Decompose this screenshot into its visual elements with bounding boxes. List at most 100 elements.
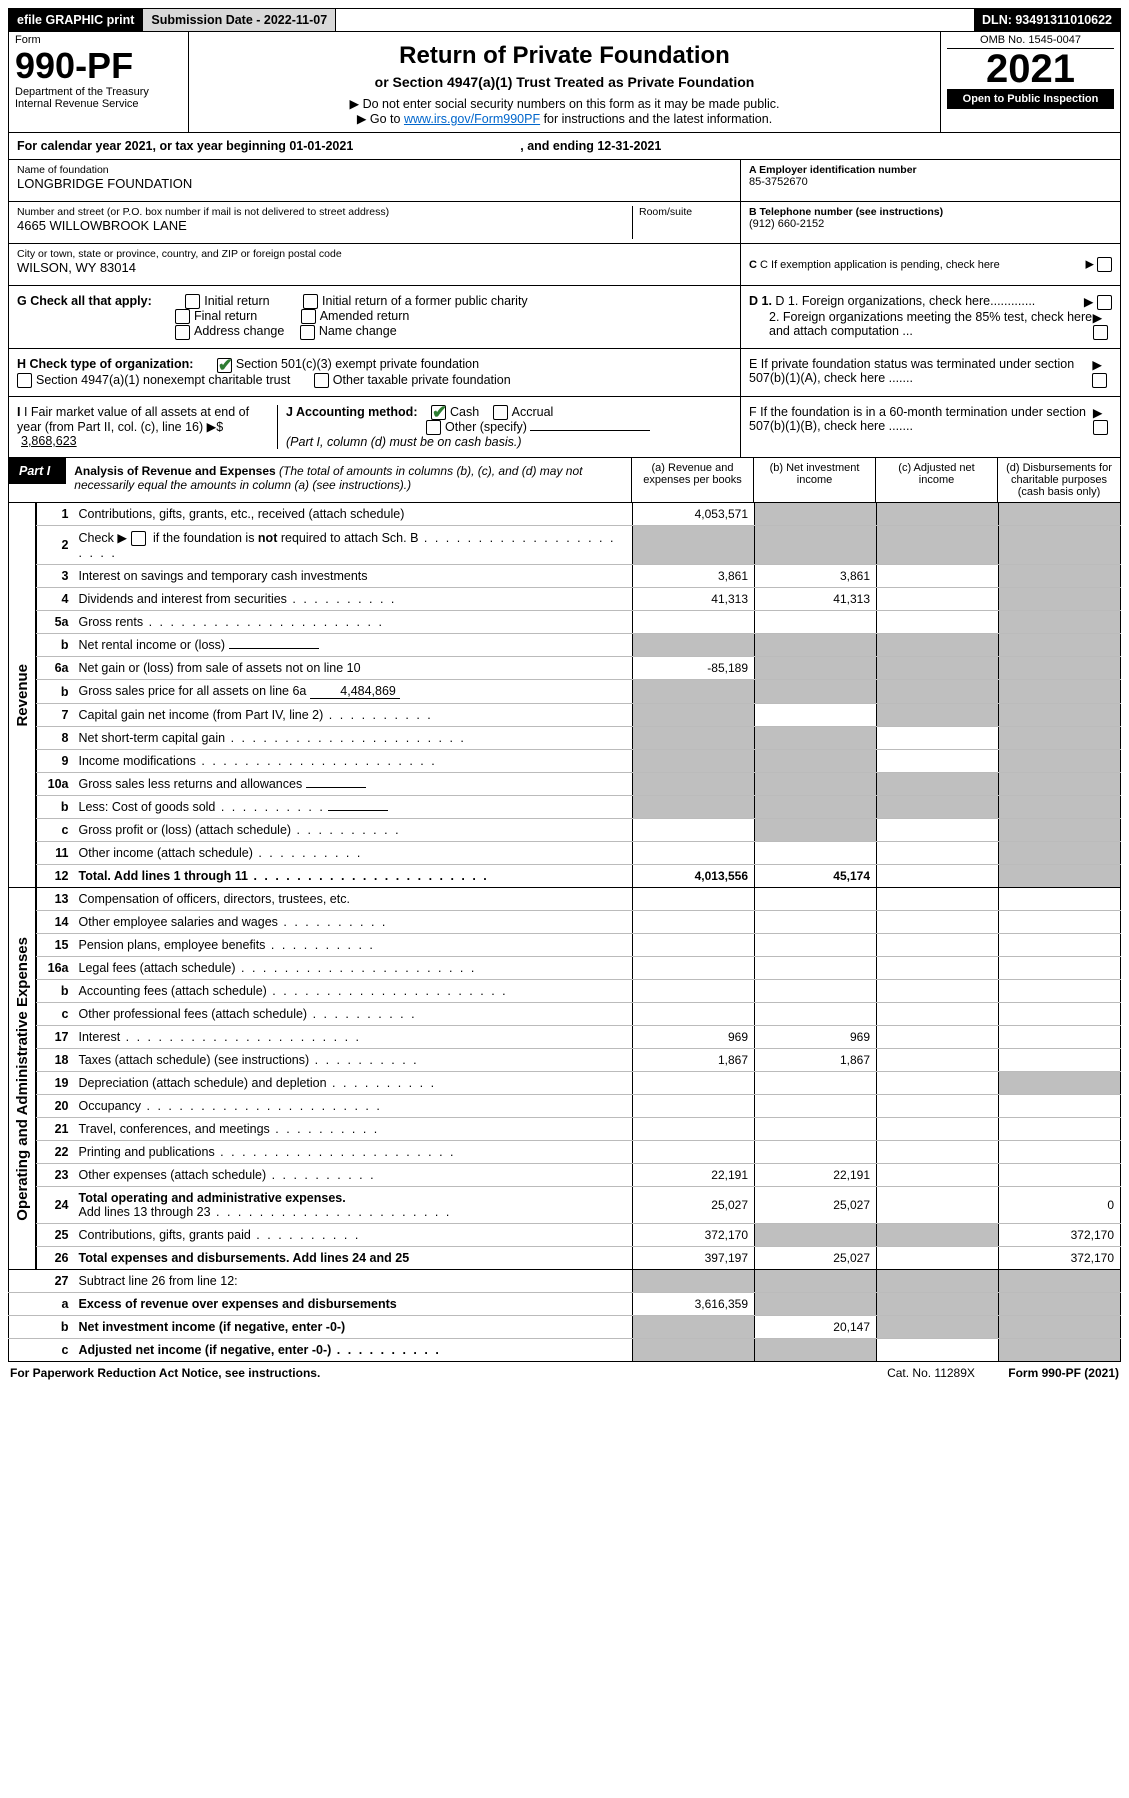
cb-address-change[interactable] xyxy=(175,325,190,340)
line-4: 4Dividends and interest from securities4… xyxy=(37,588,1121,611)
i-label: I Fair market value of all assets at end… xyxy=(17,405,249,434)
l10b-d: Less: Cost of goods sold xyxy=(79,800,325,814)
cb-final-return[interactable] xyxy=(175,309,190,324)
cb-accrual[interactable] xyxy=(493,405,508,420)
l25-d: Contributions, gifts, grants paid xyxy=(79,1228,361,1242)
d1-checkbox[interactable] xyxy=(1097,295,1112,310)
tax-year: 2021 xyxy=(947,49,1114,89)
part1-title-text: Analysis of Revenue and Expenses xyxy=(74,464,275,478)
omb-no: 1545-0047 xyxy=(1028,34,1081,46)
fmv-value: 3,868,623 xyxy=(17,434,81,448)
j-note: (Part I, column (d) must be on cash basi… xyxy=(286,435,522,449)
dept-line1: Department of the Treasury xyxy=(15,86,182,98)
subdate-label: Submission Date - xyxy=(151,13,264,27)
city-cell: City or town, state or province, country… xyxy=(9,244,740,286)
instr-line2: ▶ Go to www.irs.gov/Form990PF for instru… xyxy=(195,111,934,126)
expenses-sidelabel: Operating and Administrative Expenses xyxy=(8,888,36,1270)
e-block: E If private foundation status was termi… xyxy=(740,349,1120,395)
part1-header: Part I Analysis of Revenue and Expenses … xyxy=(8,458,1121,503)
name-cell: Name of foundation LONGBRIDGE FOUNDATION xyxy=(9,160,740,202)
line-5a: 5aGross rents xyxy=(37,611,1121,634)
cb-initial-return[interactable] xyxy=(185,294,200,309)
l24-d2: Add lines 13 through 23 xyxy=(79,1205,452,1219)
cb-501c3[interactable] xyxy=(217,358,232,373)
cal-pre: For calendar year 2021, or tax year begi… xyxy=(17,139,289,153)
tel-value: (912) 660-2152 xyxy=(749,218,1112,230)
irs-link[interactable]: www.irs.gov/Form990PF xyxy=(404,112,540,126)
form-title: Return of Private Foundation xyxy=(195,42,934,70)
ein-value: 85-3752670 xyxy=(749,176,1112,188)
h-block: H Check type of organization: Section 50… xyxy=(9,349,740,395)
form-header: Form 990-PF Department of the Treasury I… xyxy=(8,32,1121,133)
cal-begin: 01-01-2021 xyxy=(289,139,353,153)
l27b-d: Net investment income (if negative, ente… xyxy=(79,1320,346,1334)
i-block: I I Fair market value of all assets at e… xyxy=(17,405,277,449)
c-checkbox[interactable] xyxy=(1097,257,1112,272)
line-2: 2Check ▶ if the foundation is not requir… xyxy=(37,526,1121,565)
topbar: efile GRAPHIC print Submission Date - 20… xyxy=(8,8,1121,32)
line-27: 27Subtract line 26 from line 12: xyxy=(9,1270,1121,1293)
f-checkbox[interactable] xyxy=(1093,420,1108,435)
cb-other-taxable[interactable] xyxy=(314,373,329,388)
g1-label: Initial return xyxy=(204,294,269,308)
instr2-post: for instructions and the latest informat… xyxy=(540,112,772,126)
cb-other-method[interactable] xyxy=(426,420,441,435)
tel-label: B Telephone number (see instructions) xyxy=(749,206,1112,218)
g-block: G Check all that apply: Initial return I… xyxy=(9,286,740,348)
line-14: 14Other employee salaries and wages xyxy=(37,911,1121,934)
page-footer: For Paperwork Reduction Act Notice, see … xyxy=(8,1362,1121,1384)
line-18: 18Taxes (attach schedule) (see instructi… xyxy=(37,1049,1121,1072)
l12-d: Total. Add lines 1 through 11 xyxy=(79,869,489,883)
city-value: WILSON, WY 83014 xyxy=(17,260,732,275)
cb-4947a1[interactable] xyxy=(17,373,32,388)
l10c-d: Gross profit or (loss) (attach schedule) xyxy=(79,823,401,837)
l16c-d: Other professional fees (attach schedule… xyxy=(79,1007,417,1021)
l15-d: Pension plans, employee benefits xyxy=(79,938,375,952)
d2-label: 2. Foreign organizations meeting the 85%… xyxy=(769,310,1093,340)
l14-d: Other employee salaries and wages xyxy=(79,915,388,929)
cb-name-change[interactable] xyxy=(300,325,315,340)
l6b-d: Gross sales price for all assets on line… xyxy=(79,684,307,698)
line-3: 3Interest on savings and temporary cash … xyxy=(37,565,1121,588)
ein-label: A Employer identification number xyxy=(749,164,1112,176)
l17-d: Interest xyxy=(79,1030,362,1044)
cb-sch-b[interactable] xyxy=(131,531,146,546)
cal-end: 12-31-2021 xyxy=(597,139,661,153)
d2-checkbox[interactable] xyxy=(1093,325,1108,340)
line-1: 1Contributions, gifts, grants, etc., rec… xyxy=(37,503,1121,526)
expenses-section: Operating and Administrative Expenses 13… xyxy=(8,888,1121,1270)
revenue-sidelabel: Revenue xyxy=(8,503,36,888)
cb-amended[interactable] xyxy=(301,309,316,324)
j-block: J Accounting method: Cash Accrual Other … xyxy=(277,405,732,449)
l20-d: Occupancy xyxy=(79,1099,382,1113)
l23-d: Other expenses (attach schedule) xyxy=(79,1168,376,1182)
footer-cat: Cat. No. 11289X xyxy=(887,1366,975,1380)
c-label: C If exemption application is pending, c… xyxy=(760,259,1000,271)
instr1-text: Do not enter social security numbers on … xyxy=(363,97,780,111)
line-9: 9Income modifications xyxy=(37,750,1121,773)
line-15: 15Pension plans, employee benefits xyxy=(37,934,1121,957)
submission-date: Submission Date - 2022-11-07 xyxy=(143,9,336,31)
h3-label: Other taxable private foundation xyxy=(333,373,511,387)
line-8: 8Net short-term capital gain xyxy=(37,727,1121,750)
cb-cash[interactable] xyxy=(431,405,446,420)
line-16c: cOther professional fees (attach schedul… xyxy=(37,1003,1121,1026)
part1-title: Analysis of Revenue and Expenses (The to… xyxy=(66,458,632,502)
cb-initial-former[interactable] xyxy=(303,294,318,309)
h-label: H Check type of organization: xyxy=(17,357,193,371)
h1-label: Section 501(c)(3) exempt private foundat… xyxy=(236,357,479,371)
line-19: 19Depreciation (attach schedule) and dep… xyxy=(37,1072,1121,1095)
e-checkbox[interactable] xyxy=(1092,373,1107,388)
line-5b: bNet rental income or (loss) xyxy=(37,634,1121,657)
id-left: Name of foundation LONGBRIDGE FOUNDATION… xyxy=(9,160,740,286)
header-right: OMB No. 1545-0047 2021 Open to Public In… xyxy=(940,32,1120,132)
line-27c: cAdjusted net income (if negative, enter… xyxy=(9,1339,1121,1362)
line-16b: bAccounting fees (attach schedule) xyxy=(37,980,1121,1003)
instr2-pre: Go to xyxy=(370,112,404,126)
l27c-d: Adjusted net income (if negative, enter … xyxy=(79,1343,441,1357)
expenses-table: 13Compensation of officers, directors, t… xyxy=(36,888,1121,1270)
col-b-header: (b) Net investment income xyxy=(754,458,876,502)
l2-not: not xyxy=(258,531,277,545)
line-16a: 16aLegal fees (attach schedule) xyxy=(37,957,1121,980)
line-13: 13Compensation of officers, directors, t… xyxy=(37,888,1121,911)
